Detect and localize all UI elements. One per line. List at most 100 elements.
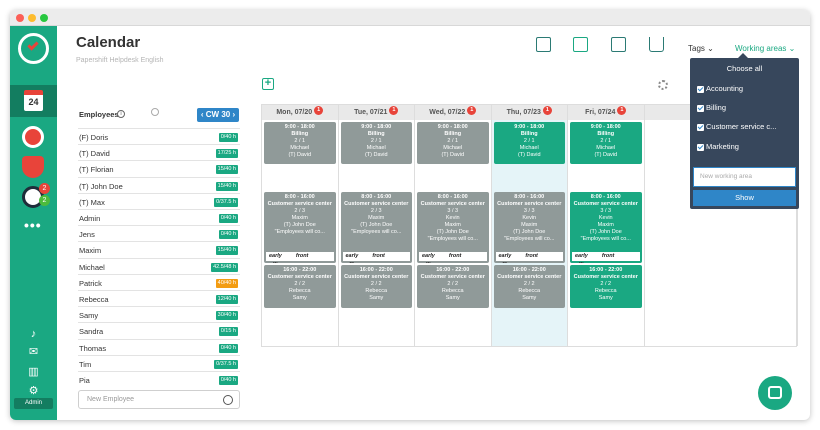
employee-row[interactable]: Jens 0/40 h bbox=[78, 225, 240, 240]
shift-tag: early bbox=[422, 253, 435, 259]
shift-card[interactable]: 8:00 - 16:00 Customer service center 2 / 3… bbox=[340, 192, 412, 263]
settings-icon[interactable]: ⚙ bbox=[28, 385, 39, 397]
shift-card[interactable]: 8:00 - 16:00 Customer service center 3 / 3… bbox=[570, 192, 642, 263]
shift-card[interactable]: 16:00 - 22:00 Customer service center 2 / … bbox=[340, 265, 412, 308]
shift-card[interactable]: 8:00 - 16:00 Customer service center 2 / 3… bbox=[264, 192, 336, 263]
employee-row[interactable]: Michael 42.5/48 h bbox=[78, 257, 240, 273]
calendar-day-view-icon[interactable] bbox=[536, 37, 551, 52]
shift-card[interactable]: 8:00 - 16:00 Customer service center 3 / 3… bbox=[417, 192, 489, 263]
info-icon[interactable]: i bbox=[117, 110, 125, 118]
employee-row[interactable]: Pia 0/40 h bbox=[78, 371, 240, 386]
shift-p2: Maxim bbox=[444, 222, 461, 228]
hours-badge: 42.5/48 h bbox=[211, 262, 238, 272]
day-column[interactable] bbox=[339, 120, 415, 346]
shift-p2: (T) David bbox=[288, 152, 312, 158]
working-area-option[interactable]: Accounting bbox=[697, 84, 795, 93]
shift-card[interactable]: 9:00 - 18:00 Billing 2 / 1 Michael (T) David bbox=[340, 122, 412, 164]
calendar-delete-icon[interactable] bbox=[611, 37, 626, 52]
working-area-option[interactable]: Billing bbox=[697, 103, 795, 112]
calendar-week-view-icon[interactable] bbox=[573, 37, 588, 52]
stats-icon[interactable]: ▥ bbox=[28, 366, 39, 378]
shift-p2: Samy bbox=[369, 295, 384, 301]
employee-row[interactable]: (T) John Doe 15/40 h bbox=[78, 176, 240, 192]
working-area-option[interactable]: Marketing bbox=[697, 142, 795, 151]
employee-row[interactable]: (F) Doris 0/40 h bbox=[78, 128, 240, 143]
employee-row[interactable]: Patrick 40/40 h bbox=[78, 273, 240, 289]
day-badge: 1 bbox=[542, 106, 552, 115]
shift-p3: (T) John Doe bbox=[513, 229, 546, 235]
employee-row[interactable]: Samy 30/40 h bbox=[78, 306, 240, 321]
day-column[interactable] bbox=[415, 120, 492, 346]
shift-tag: front office bbox=[346, 253, 385, 263]
shift-card[interactable]: 8:00 - 16:00 Customer service center 3 / 3… bbox=[493, 192, 565, 263]
new-employee-input[interactable]: New Employee bbox=[78, 390, 240, 409]
bell-icon[interactable]: ♪ bbox=[30, 328, 37, 340]
employee-row[interactable]: (T) Florian 15/40 h bbox=[78, 160, 240, 175]
shift-card[interactable]: 9:00 - 18:00 Billing 2 / 1 Michael (T) David bbox=[493, 122, 565, 164]
gear-icon[interactable] bbox=[658, 80, 668, 90]
employee-row[interactable]: Sandra 0/15 h bbox=[78, 322, 240, 337]
close-window-button[interactable] bbox=[16, 14, 24, 22]
smiley-icon[interactable] bbox=[223, 395, 233, 405]
checkbox-checked-icon[interactable] bbox=[697, 85, 704, 93]
shift-p2: Maxim bbox=[521, 222, 538, 228]
shift-card[interactable]: 9:00 - 18:00 Billing 2 / 1 Michael (T) David bbox=[264, 122, 336, 164]
checkbox-checked-icon[interactable] bbox=[697, 104, 704, 112]
day-column[interactable] bbox=[262, 120, 339, 346]
shift-card[interactable]: 9:00 - 18:00 Billing 2 / 1 Michael (T) David bbox=[570, 122, 642, 164]
employee-row[interactable]: Maxim 15/40 h bbox=[78, 241, 240, 256]
employee-row[interactable]: (T) Max 0/37.5 h bbox=[78, 192, 240, 208]
clock-badge-green: 2 bbox=[39, 195, 50, 206]
app-logo-icon[interactable] bbox=[18, 33, 49, 64]
employee-row[interactable]: Tim 0/37.5 h bbox=[78, 354, 240, 370]
search-icon[interactable] bbox=[151, 108, 159, 116]
employee-shirt-icon[interactable] bbox=[22, 126, 44, 148]
admin-button[interactable]: Admin bbox=[14, 398, 53, 409]
minimize-window-button[interactable] bbox=[28, 14, 36, 22]
employee-row[interactable]: (T) David 17/25 h bbox=[78, 144, 240, 159]
day-header[interactable]: Thu, 07/23 1 bbox=[491, 105, 568, 120]
shift-time: 9:00 - 18:00 bbox=[284, 124, 315, 130]
shift-card[interactable]: 16:00 - 22:00 Customer service center 2 / … bbox=[493, 265, 565, 308]
mail-icon[interactable]: ✉ bbox=[28, 346, 39, 358]
maximize-window-button[interactable] bbox=[40, 14, 48, 22]
working-area-option[interactable]: Customer service c... bbox=[697, 122, 795, 131]
shift-card[interactable]: 16:00 - 22:00 Customer service center 2 / … bbox=[417, 265, 489, 308]
new-working-area-input[interactable]: New working area bbox=[693, 167, 796, 187]
checkbox-checked-icon[interactable] bbox=[697, 123, 704, 131]
shift-count: 3 / 3 bbox=[447, 208, 459, 214]
shift-card[interactable]: 9:00 - 18:00 Billing 2 / 1 Michael (T) David bbox=[417, 122, 489, 164]
day-header[interactable]: Wed, 07/22 1 bbox=[415, 105, 492, 120]
tags-dropdown[interactable]: Tags ⌄ bbox=[688, 44, 714, 53]
hours-badge: 12/40 h bbox=[215, 295, 238, 304]
day-column[interactable] bbox=[568, 120, 645, 346]
sidebar-item-calendar[interactable]: 24 bbox=[10, 85, 57, 117]
add-shift-icon[interactable]: + bbox=[262, 78, 274, 90]
employee-name: (T) Max bbox=[79, 197, 105, 207]
shift-card[interactable]: 16:00 - 22:00 Customer service center 2 / … bbox=[264, 265, 336, 308]
shift-p1: Kevin bbox=[445, 215, 460, 221]
working-areas-dropdown[interactable]: Working areas ⌄ bbox=[735, 44, 795, 53]
day-header[interactable]: Tue, 07/21 1 bbox=[338, 105, 415, 120]
calendar-week-selector[interactable]: ‹ CW 30 › bbox=[197, 108, 239, 122]
more-icon[interactable]: ••• bbox=[24, 217, 42, 233]
employee-row[interactable]: Thomas 0/40 h bbox=[78, 338, 240, 354]
day-header[interactable]: Mon, 07/20 1 bbox=[262, 105, 339, 120]
employee-name: Sandra bbox=[79, 327, 104, 337]
shift-p2: Samy bbox=[598, 295, 613, 301]
shift-time: 9:00 - 18:00 bbox=[590, 124, 621, 130]
checkbox-checked-icon[interactable] bbox=[697, 143, 704, 151]
day-column[interactable] bbox=[645, 120, 798, 346]
choose-all-option[interactable]: Choose all bbox=[726, 64, 763, 73]
employee-row[interactable]: Rebecca 12/40 h bbox=[78, 290, 240, 305]
download-icon[interactable] bbox=[649, 37, 664, 52]
shift-time: 16:00 - 22:00 bbox=[283, 267, 317, 273]
day-header[interactable]: Fri, 07/24 1 bbox=[568, 105, 645, 120]
shield-icon[interactable] bbox=[22, 156, 44, 178]
show-button[interactable]: Show bbox=[693, 190, 796, 206]
shift-card[interactable]: 16:00 - 22:00 Customer service center 2 / … bbox=[570, 265, 642, 308]
shift-time: 16:00 - 22:00 bbox=[436, 267, 470, 273]
chat-launcher-button[interactable] bbox=[758, 376, 792, 410]
employee-row[interactable]: Admin 0/40 h bbox=[78, 209, 240, 224]
